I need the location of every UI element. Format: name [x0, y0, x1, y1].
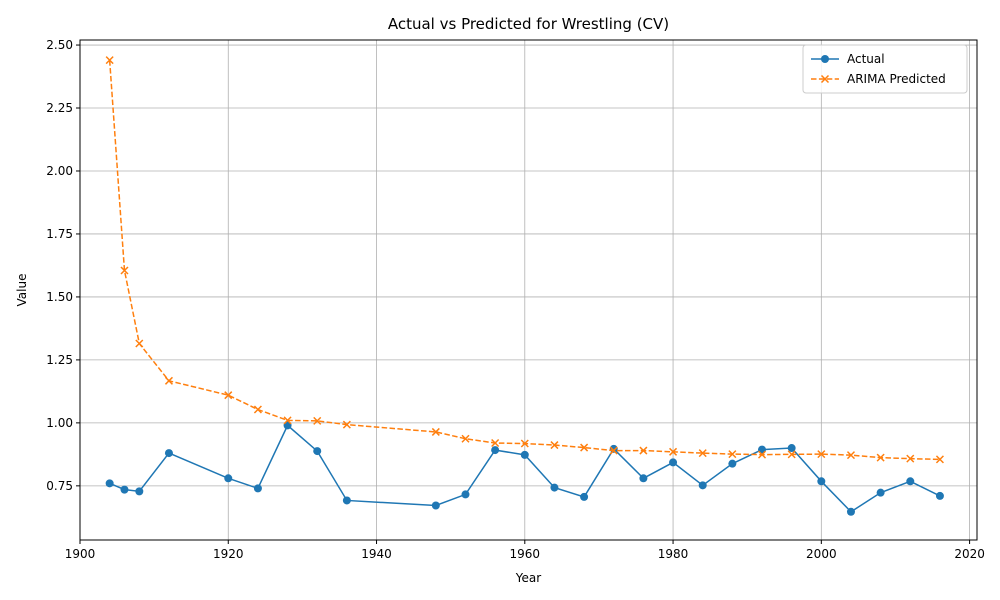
y-tick-label: 1.75 [46, 227, 73, 241]
data-point [669, 458, 678, 467]
data-point [491, 438, 500, 448]
x-tick-label: 1940 [361, 547, 392, 561]
data-point [164, 449, 173, 458]
x-axis: 1900 1920 1940 1960 1980 2000 2020 [65, 540, 985, 561]
data-point [135, 487, 144, 496]
y-axis: 0.75 1.00 1.25 1.50 1.75 2.00 2.25 2.50 [46, 38, 80, 493]
series-2 [105, 56, 944, 464]
data-point [698, 481, 707, 490]
data-point [164, 376, 173, 385]
y-tick-label: 2.00 [46, 164, 73, 178]
legend-marker [821, 55, 829, 63]
data-point [935, 491, 944, 500]
data-point [906, 454, 915, 463]
legend-marker [820, 74, 830, 84]
data-point [461, 490, 470, 499]
data-point [876, 488, 885, 497]
x-tick-label: 2020 [954, 547, 985, 561]
x-tick-label: 1920 [213, 547, 244, 561]
legend-entry: Actual [811, 52, 885, 66]
data-point [120, 485, 129, 494]
x-axis-label: Year [515, 571, 541, 585]
legend: Actual ARIMA Predicted [802, 44, 968, 94]
data-point [846, 507, 855, 516]
data-point [728, 450, 737, 459]
data-point [224, 391, 233, 400]
legend-box [802, 44, 968, 94]
data-point [817, 477, 826, 486]
data-point [906, 477, 915, 486]
data-point [431, 501, 440, 510]
data-point [491, 446, 500, 455]
y-tick-label: 1.00 [46, 416, 73, 430]
data-point [520, 450, 529, 459]
y-tick-label: 2.50 [46, 38, 73, 52]
data-point [342, 496, 351, 505]
data-point [935, 455, 944, 464]
data-point [787, 444, 796, 453]
series-layer [105, 56, 944, 516]
data-point [253, 484, 262, 493]
y-tick-label: 0.75 [46, 479, 73, 493]
grid-lines [79, 40, 977, 540]
y-tick-label: 1.50 [46, 290, 73, 304]
data-point [120, 266, 129, 275]
data-point [431, 427, 440, 436]
legend-entry: ARIMA Predicted [811, 72, 946, 86]
data-point [105, 479, 114, 488]
data-point [757, 450, 767, 459]
data-point [580, 492, 589, 501]
data-point [135, 339, 144, 348]
x-tick-label: 2000 [806, 547, 837, 561]
series-1 [105, 421, 944, 516]
legend-label: Actual [847, 52, 885, 66]
data-point [550, 441, 559, 450]
plot-area-frame [79, 39, 978, 541]
x-tick-label: 1960 [510, 547, 541, 561]
data-point [639, 474, 648, 483]
data-point [787, 450, 796, 459]
data-point [639, 446, 648, 455]
data-point [224, 474, 233, 483]
data-point [461, 434, 470, 443]
data-point [609, 446, 618, 455]
data-point [698, 449, 707, 458]
data-point [253, 405, 262, 414]
data-point [550, 483, 559, 492]
chart-title: Actual vs Predicted for Wrestling (CV) [388, 15, 669, 33]
y-axis-label: Value [15, 274, 29, 307]
data-point [669, 447, 678, 456]
data-point [342, 420, 351, 429]
data-point [313, 416, 322, 425]
y-tick-label: 1.25 [46, 353, 73, 367]
data-point [876, 453, 885, 462]
data-point [283, 416, 292, 425]
data-point [313, 447, 322, 456]
x-tick-label: 1980 [658, 547, 689, 561]
data-point [105, 56, 114, 65]
legend-label: ARIMA Predicted [847, 72, 946, 86]
data-point [580, 443, 589, 452]
data-point [817, 450, 826, 459]
y-tick-label: 2.25 [46, 101, 73, 115]
data-point [846, 451, 856, 460]
x-tick-label: 1900 [65, 547, 96, 561]
data-point [728, 459, 737, 468]
data-point [520, 439, 529, 448]
